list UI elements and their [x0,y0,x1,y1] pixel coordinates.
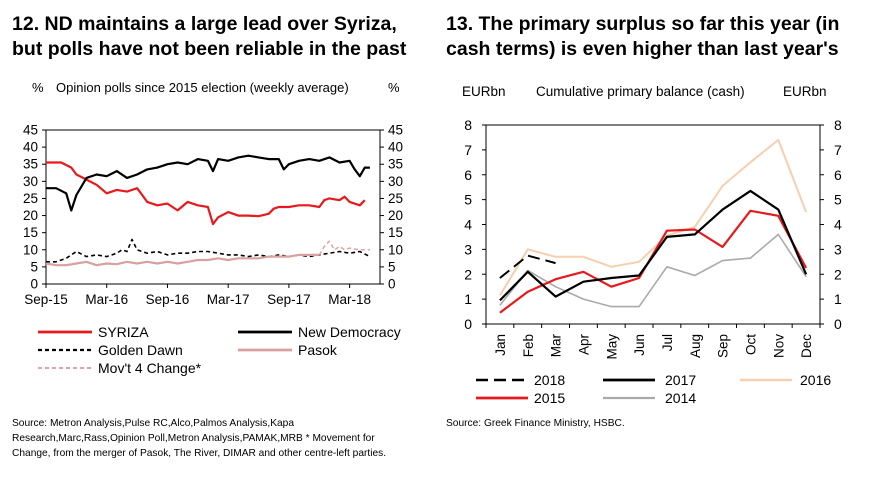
left-y-tick-label: 0 [30,277,38,292]
right-legend-label-2015: 2015 [534,390,565,406]
right-y-tick-label-right: 8 [834,117,842,133]
left-legend-label-new-democracy: New Democracy [298,324,401,340]
left-source-line-1: Source: Metron Analysis,Pulse RC,Alco,Pa… [12,418,294,429]
right-y-tick-label: 1 [464,291,472,307]
primary-balance-panel: 13. The primary surplus so far this year… [440,0,871,478]
right-y-tick-label-right: 6 [834,167,842,183]
left-source-line-2: Research,Marc,Rass,Opinion Poll,Metron A… [12,433,375,444]
right-plot-frame [485,124,821,325]
right-series-2017 [499,189,808,302]
right-legend-label-2017: 2017 [665,372,696,388]
left-y-tick-label-right: 0 [388,277,396,292]
left-series-new-democracy [46,154,370,212]
left-y-tick-label-right: 15 [388,225,403,240]
right-y-tick-label: 2 [464,266,472,282]
left-source-line-3: Change, from the merger of Pasok, The Ri… [12,448,387,459]
left-y-unit-left: % [32,80,44,95]
primary-balance-chart: EURbn Cumulative primary balance (cash) EU… [462,84,842,406]
left-legend-label-pasok: Pasok [298,342,338,358]
left-y-tick-label-right: 35 [388,157,403,172]
right-y-tick-label: 7 [464,142,472,158]
left-subtitle: Opinion polls since 2015 election (weekl… [56,80,349,95]
right-title-line-2: cash terms) is even higher than last yea… [446,38,839,60]
right-legend-label-2018: 2018 [534,372,565,388]
left-x-tick-label: Sep-17 [267,292,311,307]
left-y-tick-label: 15 [23,225,38,240]
left-y-tick-label-right: 5 [388,259,396,274]
left-series-mov-t-4-change [318,240,370,256]
right-y-unit-right: EURbn [783,84,827,99]
left-y-tick-label-right: 25 [388,191,403,206]
left-y-unit-right: % [388,80,400,95]
right-series-2015 [499,209,808,314]
left-series-pasok [45,253,320,267]
left-legend-label-golden-dawn: Golden Dawn [98,342,183,358]
right-x-tick-label-jun: Jun [632,334,647,356]
left-y-tick-label-right: 10 [388,242,403,257]
right-legend-label-2014: 2014 [665,390,696,406]
right-y-tick-label-right: 5 [834,192,842,208]
right-subtitle: Cumulative primary balance (cash) [536,84,745,99]
right-source-note: Source: Greek Finance Ministry, HSBC. [446,418,625,429]
right-y-tick-label-right: 4 [834,217,842,233]
left-x-tick-label: Sep-15 [24,292,68,307]
right-y-tick-label: 6 [464,167,472,183]
left-x-tick-label: Mar-16 [85,292,128,307]
left-x-tick-label: Mar-17 [207,292,250,307]
left-plot-frame [45,129,381,285]
right-y-unit-left: EURbn [462,84,506,99]
left-legend-label-mov-t-4-change: Mov't 4 Change* [98,360,202,376]
left-y-tick-label: 20 [23,208,38,223]
left-y-tick-label: 25 [23,191,38,206]
left-y-tick-label: 35 [23,157,38,172]
left-y-tick-label: 40 [23,140,38,155]
right-series-2016 [499,138,808,296]
right-y-tick-label: 0 [464,316,472,332]
left-y-tick-label: 45 [23,123,38,138]
right-y-tick-label: 5 [464,192,472,208]
right-x-tick-label-aug: Aug [688,334,703,358]
right-x-tick-label-dec: Dec [799,334,814,358]
right-y-tick-label-right: 0 [834,316,842,332]
left-y-tick-label-right: 40 [388,140,403,155]
right-x-tick-label-mar: Mar [549,333,564,357]
left-series-golden-dawn [46,238,371,263]
left-y-tick-label-right: 20 [388,208,403,223]
right-x-tick-label-oct: Oct [743,334,758,355]
left-title-line-2: but polls have not been reliable in the … [12,38,407,60]
left-title-line-1: 12. ND maintains a large lead over Syriz… [12,13,397,35]
right-x-tick-label-jan: Jan [493,334,508,356]
right-legend-label-2016: 2016 [800,372,831,388]
right-y-tick-label-right: 7 [834,142,842,158]
right-y-tick-label-right: 2 [834,266,842,282]
right-y-tick-label: 4 [464,217,472,233]
left-series-syriza [46,161,366,226]
left-x-tick-label: Sep-16 [146,292,190,307]
opinion-polls-chart: % Opinion polls since 2015 election (week… [23,80,403,376]
right-y-tick-label: 8 [464,117,472,133]
left-legend-label-syriza: SYRIZA [98,324,149,340]
right-x-tick-label-may: May [604,334,619,360]
left-y-tick-label: 30 [23,174,38,189]
right-x-tick-label-feb: Feb [521,334,536,357]
right-chart-title: 13. The primary surplus so far this year… [446,12,839,62]
right-title-line-1: 13. The primary surplus so far this year… [446,13,840,35]
left-source-note: Source: Metron Analysis,Pulse RC,Alco,Pa… [12,416,386,461]
right-y-tick-label: 3 [464,241,472,257]
right-series-2014 [499,233,807,308]
right-series-2018 [499,254,556,279]
left-x-tick-label: Mar-18 [328,292,371,307]
right-x-tick-label-apr: Apr [576,334,591,356]
left-y-tick-label-right: 45 [388,123,403,138]
right-x-tick-label-jul: Jul [660,334,675,351]
opinion-polls-panel: 12. ND maintains a large lead over Syriz… [0,0,430,478]
left-chart-title: 12. ND maintains a large lead over Syriz… [12,12,406,62]
right-x-tick-label-sep: Sep [716,334,731,358]
right-y-tick-label-right: 3 [834,241,842,257]
left-y-tick-label-right: 30 [388,174,403,189]
left-y-tick-label: 10 [23,242,38,257]
left-y-tick-label: 5 [30,259,38,274]
right-x-tick-label-nov: Nov [771,334,786,358]
right-y-tick-label-right: 1 [834,291,842,307]
